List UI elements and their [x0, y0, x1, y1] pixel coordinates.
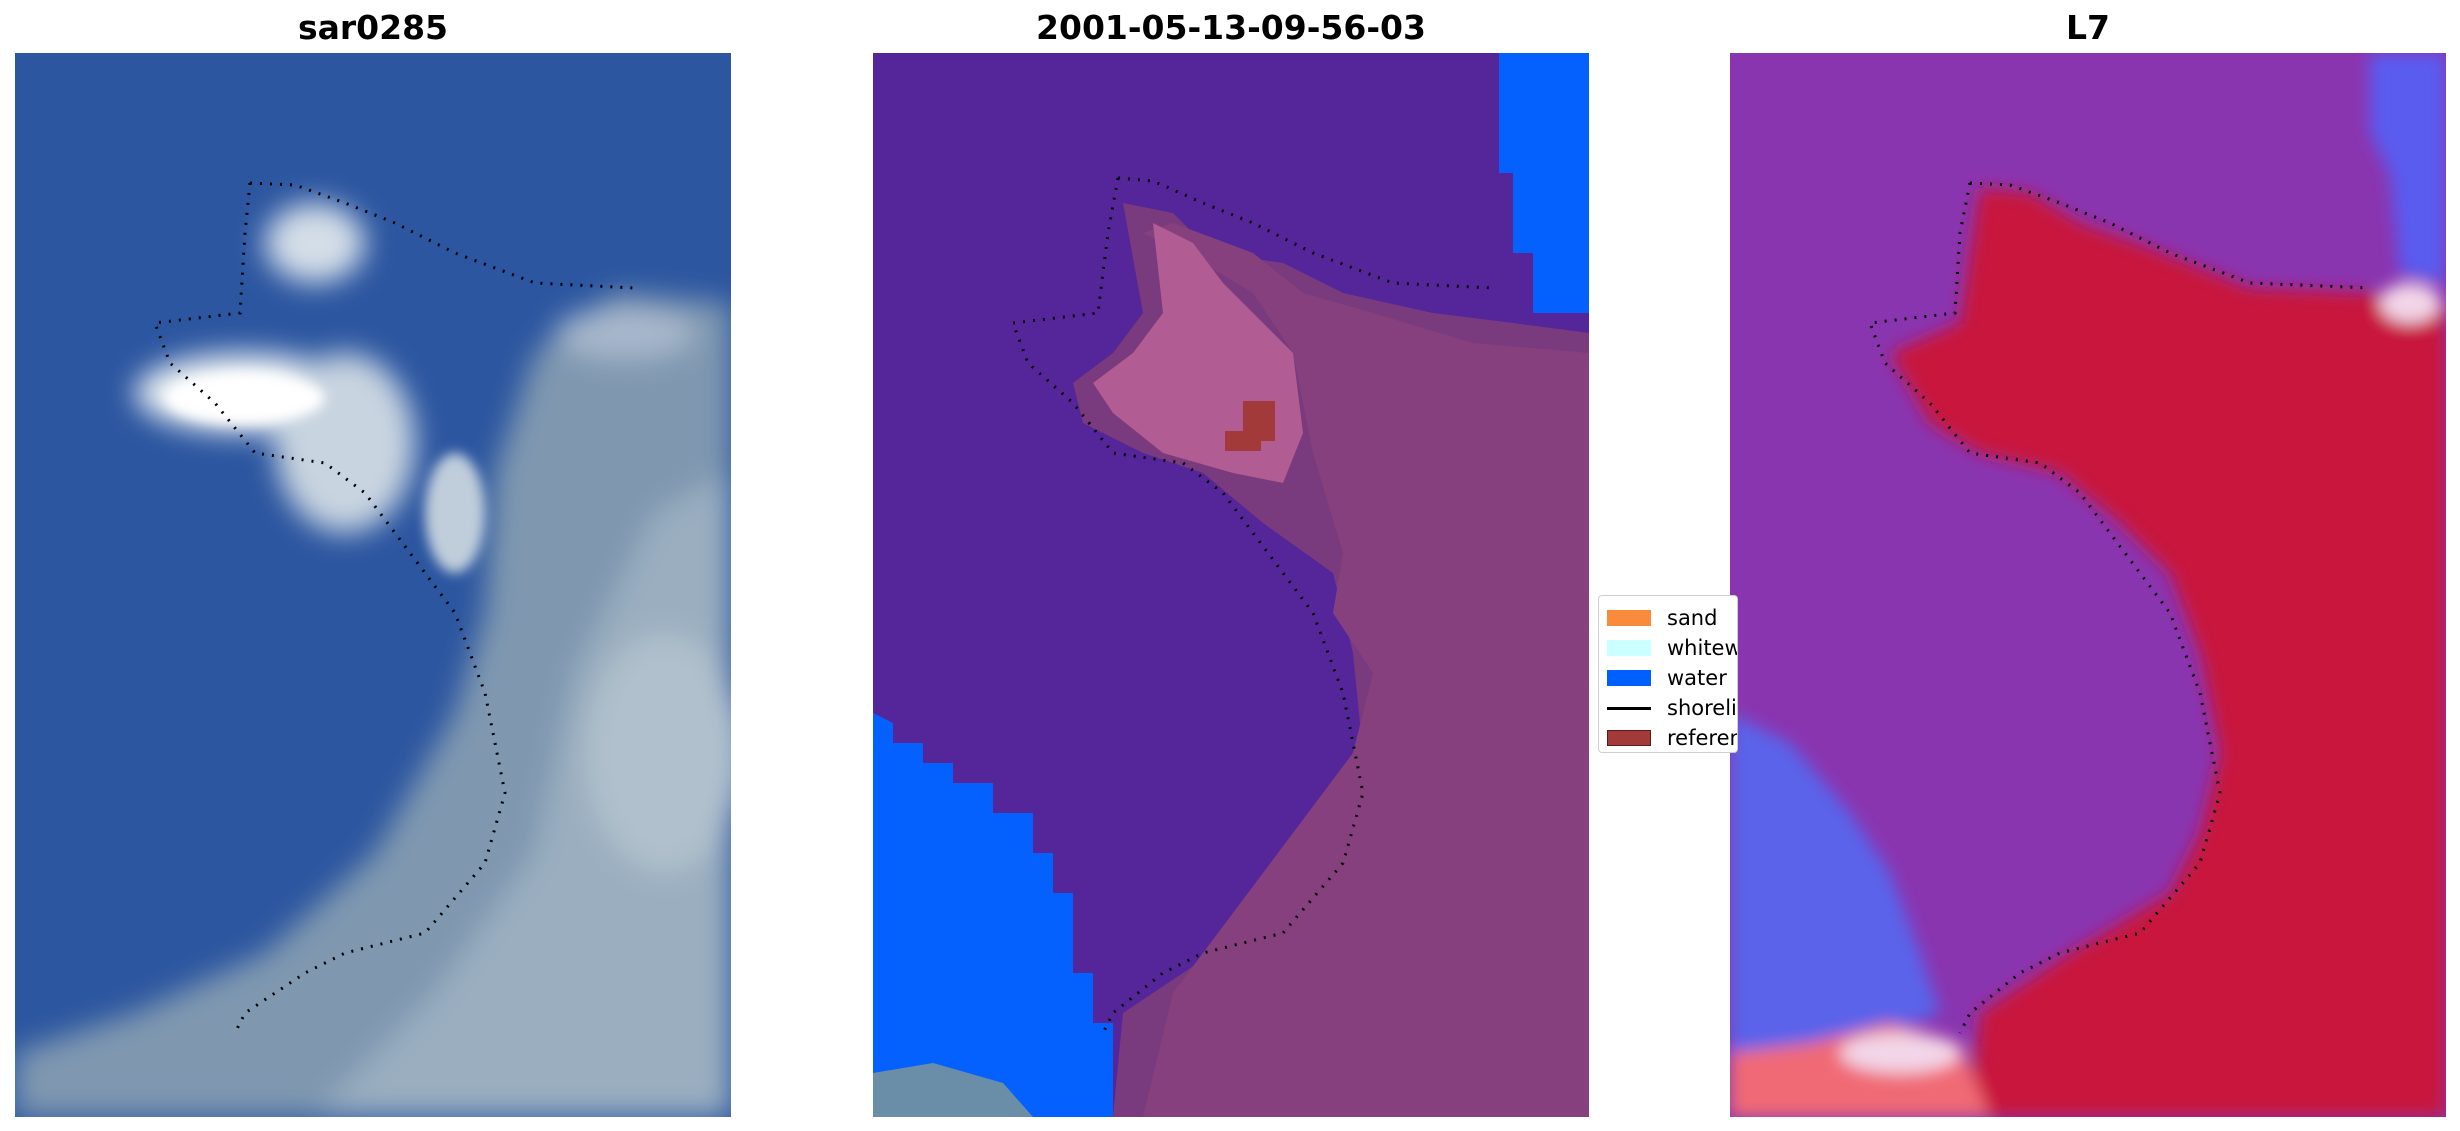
classified-image-svg [873, 53, 1589, 1117]
legend-swatch-reference [1607, 730, 1651, 746]
legend-label-reference: reference [1667, 726, 1737, 750]
index-image-svg [1730, 53, 2446, 1117]
legend-swatch-water [1607, 670, 1651, 686]
rgb-image-svg [15, 53, 731, 1117]
legend-item-sand: sand [1607, 604, 1717, 632]
rgb-image [15, 53, 731, 1117]
legend-label-water: water [1667, 666, 1727, 690]
legend-label-shoreline: shoreline [1667, 696, 1737, 720]
legend-item-water: water [1607, 664, 1727, 692]
legend-label-sand: sand [1667, 606, 1718, 630]
legend-item-reference: reference [1607, 724, 1737, 752]
classified-image [873, 53, 1589, 1117]
classified-panel: 2001-05-13-09-56-03 [873, 0, 1589, 1131]
legend-line-shoreline [1607, 706, 1651, 710]
legend-item-shoreline: shoreline [1607, 694, 1737, 722]
legend-swatch-whitewater [1607, 640, 1651, 656]
rgb-panel: sar0285 [15, 0, 731, 1131]
panel-title-index: L7 [2066, 8, 2110, 47]
index-panel: L7 [1730, 0, 2446, 1131]
legend-swatch-sand [1607, 610, 1651, 626]
index-image [1730, 53, 2446, 1117]
panel-title-rgb: sar0285 [297, 8, 449, 47]
panel-title-classified: 2001-05-13-09-56-03 [1036, 8, 1426, 47]
